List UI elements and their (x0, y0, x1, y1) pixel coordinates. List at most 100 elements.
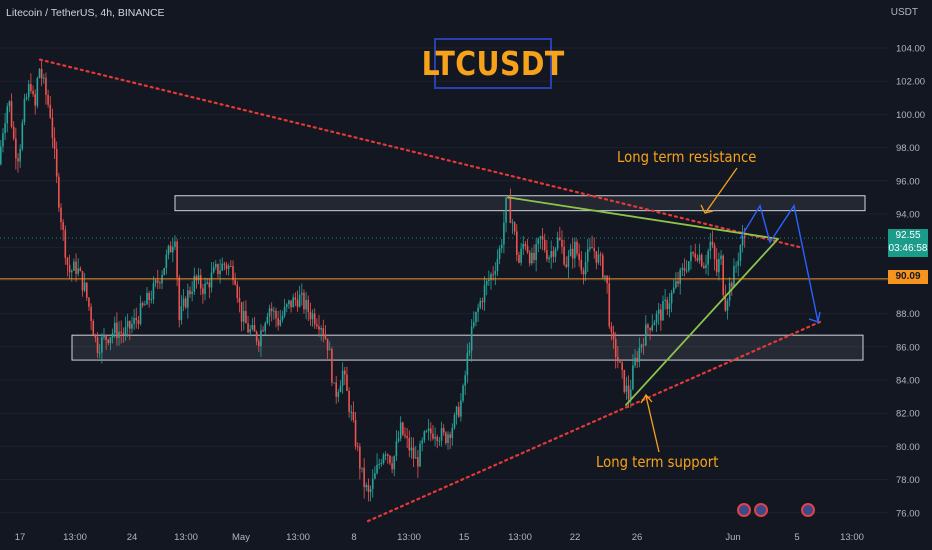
candle-body (238, 297, 241, 303)
candle-body (722, 255, 724, 295)
candle-body (324, 334, 327, 339)
resistance-arrowhead (700, 204, 714, 214)
candle-body (159, 282, 161, 284)
candle-body (724, 294, 727, 311)
candle-body (165, 254, 168, 269)
projection-arrowhead (808, 311, 821, 323)
candle-body (111, 333, 114, 338)
candle-body (516, 231, 518, 255)
time-axis[interactable]: 17 13:00 24 13:00 May 13:00 8 13:00 15 13:00 22 26 J… (15, 532, 864, 543)
candle-body (105, 335, 107, 340)
time-tick-label: 13:00 (840, 532, 864, 543)
candle-body (335, 382, 337, 397)
candle-body (146, 293, 148, 305)
candle-body (27, 84, 30, 98)
candle-body (352, 411, 355, 420)
us-flag-event-icon[interactable] (737, 503, 751, 517)
candle-body (685, 270, 688, 272)
candle-body (733, 266, 735, 287)
projection-path (739, 203, 819, 323)
candle-body (483, 285, 486, 303)
candle-body (539, 236, 542, 239)
candle-body (593, 248, 595, 252)
candle-body (584, 261, 587, 275)
candle-body (346, 374, 348, 391)
candle-body (591, 247, 593, 249)
candle-body (294, 297, 297, 300)
candle-body (561, 239, 563, 247)
candle-body (395, 441, 398, 457)
candle-body (453, 415, 456, 429)
candle-body (195, 275, 198, 281)
candle-body (4, 123, 6, 134)
candle-body (384, 454, 387, 456)
resistance-zone (174, 195, 866, 212)
candle-body (68, 264, 71, 273)
candle-body (389, 455, 391, 464)
candle-body (475, 311, 477, 323)
candle-body (571, 248, 574, 259)
candle-body (184, 298, 187, 308)
candle-body (268, 308, 271, 317)
candle-body (148, 293, 150, 300)
candle-body (62, 222, 64, 230)
candle-body (462, 385, 464, 401)
candle-body (608, 283, 611, 327)
candle-body (569, 248, 572, 256)
candle-body (621, 362, 623, 370)
candle-body (586, 249, 589, 262)
candle-body (477, 307, 479, 312)
candle-body (361, 467, 363, 469)
candle-body (354, 419, 357, 447)
candle-body (73, 261, 75, 271)
candle-body (642, 344, 645, 346)
candle-body (670, 292, 673, 304)
candle-body (672, 287, 675, 293)
candle-body (51, 117, 54, 138)
candle-body (58, 176, 60, 208)
candle-body (494, 271, 497, 275)
candle-body (210, 272, 213, 288)
price-tick-label: 84.00 (896, 376, 920, 387)
time-tick-label: 22 (570, 532, 581, 543)
candle-body (688, 261, 690, 271)
candle-body (606, 275, 608, 284)
candle-body (447, 434, 449, 443)
candle-body (25, 97, 28, 99)
us-flag-event-icon[interactable] (801, 503, 815, 517)
candle-body (374, 473, 376, 479)
candle-body (365, 484, 368, 488)
time-tick-label: 24 (127, 532, 138, 543)
current-price-tag: 92.55 03:46:58 (888, 229, 928, 257)
candle-body (556, 237, 559, 249)
candle-body (137, 320, 140, 324)
candle-body (217, 264, 219, 275)
candle-body (602, 255, 604, 278)
time-tick-label: 13:00 (286, 532, 310, 543)
symbol-title: Litecoin / TetherUS, 4h, BINANCE (6, 7, 165, 19)
candle-body (731, 282, 733, 287)
us-flag-event-icon[interactable] (754, 503, 768, 517)
candle-body (189, 290, 191, 295)
candle-body (655, 313, 658, 323)
candle-body (387, 454, 389, 456)
candle-body (488, 279, 490, 281)
candle-body (206, 282, 208, 284)
candle-body (543, 239, 546, 251)
candle-body (113, 322, 116, 334)
candle-body (348, 390, 350, 412)
time-tick-label: 13:00 (63, 532, 87, 543)
candle-body (169, 245, 172, 253)
candle-body (163, 268, 165, 275)
candle-body (554, 248, 557, 257)
candle-body (513, 222, 516, 232)
candle-body (30, 84, 32, 91)
candle-body (578, 253, 580, 260)
candle-body (464, 375, 466, 386)
candle-body (505, 197, 507, 223)
grid-lines (0, 47, 888, 514)
candle-body (371, 478, 374, 490)
candle-body (341, 370, 344, 386)
candle-body (410, 447, 413, 451)
